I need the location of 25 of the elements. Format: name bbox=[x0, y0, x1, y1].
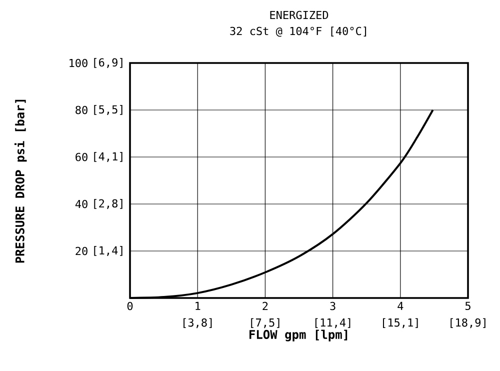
chart-title: ENERGIZED bbox=[270, 10, 328, 20]
x-tick-label: 5 bbox=[465, 302, 470, 310]
x-tick-label: 4 bbox=[398, 302, 404, 310]
text: [18,9] bbox=[450, 318, 486, 328]
x-tick-label: 0 bbox=[127, 302, 133, 310]
x-tick-label: 3 bbox=[330, 302, 336, 310]
y-axis-title: PRESSURE DROP psi [bar] bbox=[14, 100, 27, 263]
text: [2,8] bbox=[94, 199, 122, 209]
text: [15,1] bbox=[383, 318, 418, 328]
text: [5,5] bbox=[94, 105, 122, 115]
text: [11,4] bbox=[315, 318, 350, 328]
y-tick-label: 40 bbox=[75, 200, 88, 208]
text: [4,1] bbox=[94, 152, 122, 162]
chart-subtitle: 32 cSt @ 104°F [40°C] bbox=[230, 26, 366, 37]
text: [6,9] bbox=[94, 58, 122, 68]
y-tick-label: 100 bbox=[70, 58, 88, 68]
text: [3,8] bbox=[184, 318, 212, 328]
text: [1,4] bbox=[94, 246, 122, 256]
x-tick-label: 2 bbox=[262, 302, 268, 310]
y-tick-label: 80 bbox=[76, 106, 88, 114]
x-tick-label: 1 bbox=[196, 302, 200, 310]
text: [7,5] bbox=[251, 318, 280, 328]
x-axis-title: FLOW gpm [lpm] bbox=[249, 330, 348, 342]
y-tick-label: 60 bbox=[76, 152, 88, 162]
y-tick-label: 20 bbox=[76, 246, 88, 256]
